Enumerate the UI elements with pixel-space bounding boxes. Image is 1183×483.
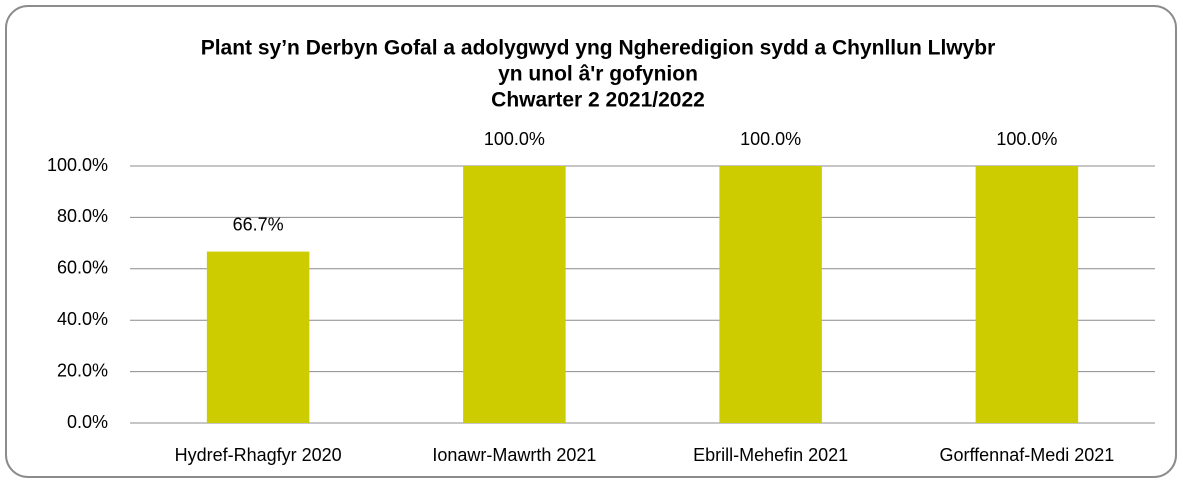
chart-title: Chwarter 2 2021/2022: [491, 89, 705, 112]
y-tick-label: 40.0%: [57, 309, 108, 329]
x-tick-label: Gorffennaf-Medi 2021: [939, 445, 1114, 465]
data-label: 100.0%: [484, 129, 545, 149]
y-tick-label: 0.0%: [67, 412, 108, 432]
chart-title: Plant sy’n Derbyn Gofal a adolygwyd yng …: [201, 37, 996, 60]
y-tick-label: 20.0%: [57, 360, 108, 380]
y-tick-label: 60.0%: [57, 258, 108, 278]
data-label: 66.7%: [233, 214, 284, 234]
bar: [975, 166, 1079, 423]
x-tick-label: Ionawr-Mawrth 2021: [432, 445, 596, 465]
x-tick-label: Hydref-Rhagfyr 2020: [175, 445, 342, 465]
bar: [719, 166, 822, 423]
x-tick-label: Ebrill-Mehefin 2021: [693, 445, 848, 465]
bar: [206, 251, 310, 423]
chart-title: yn unol â'r gofynion: [498, 63, 698, 86]
y-tick-label: 80.0%: [57, 206, 108, 226]
data-label: 100.0%: [740, 129, 801, 149]
data-label: 100.0%: [996, 129, 1057, 149]
bar: [463, 166, 566, 423]
y-tick-label: 100.0%: [47, 155, 108, 175]
